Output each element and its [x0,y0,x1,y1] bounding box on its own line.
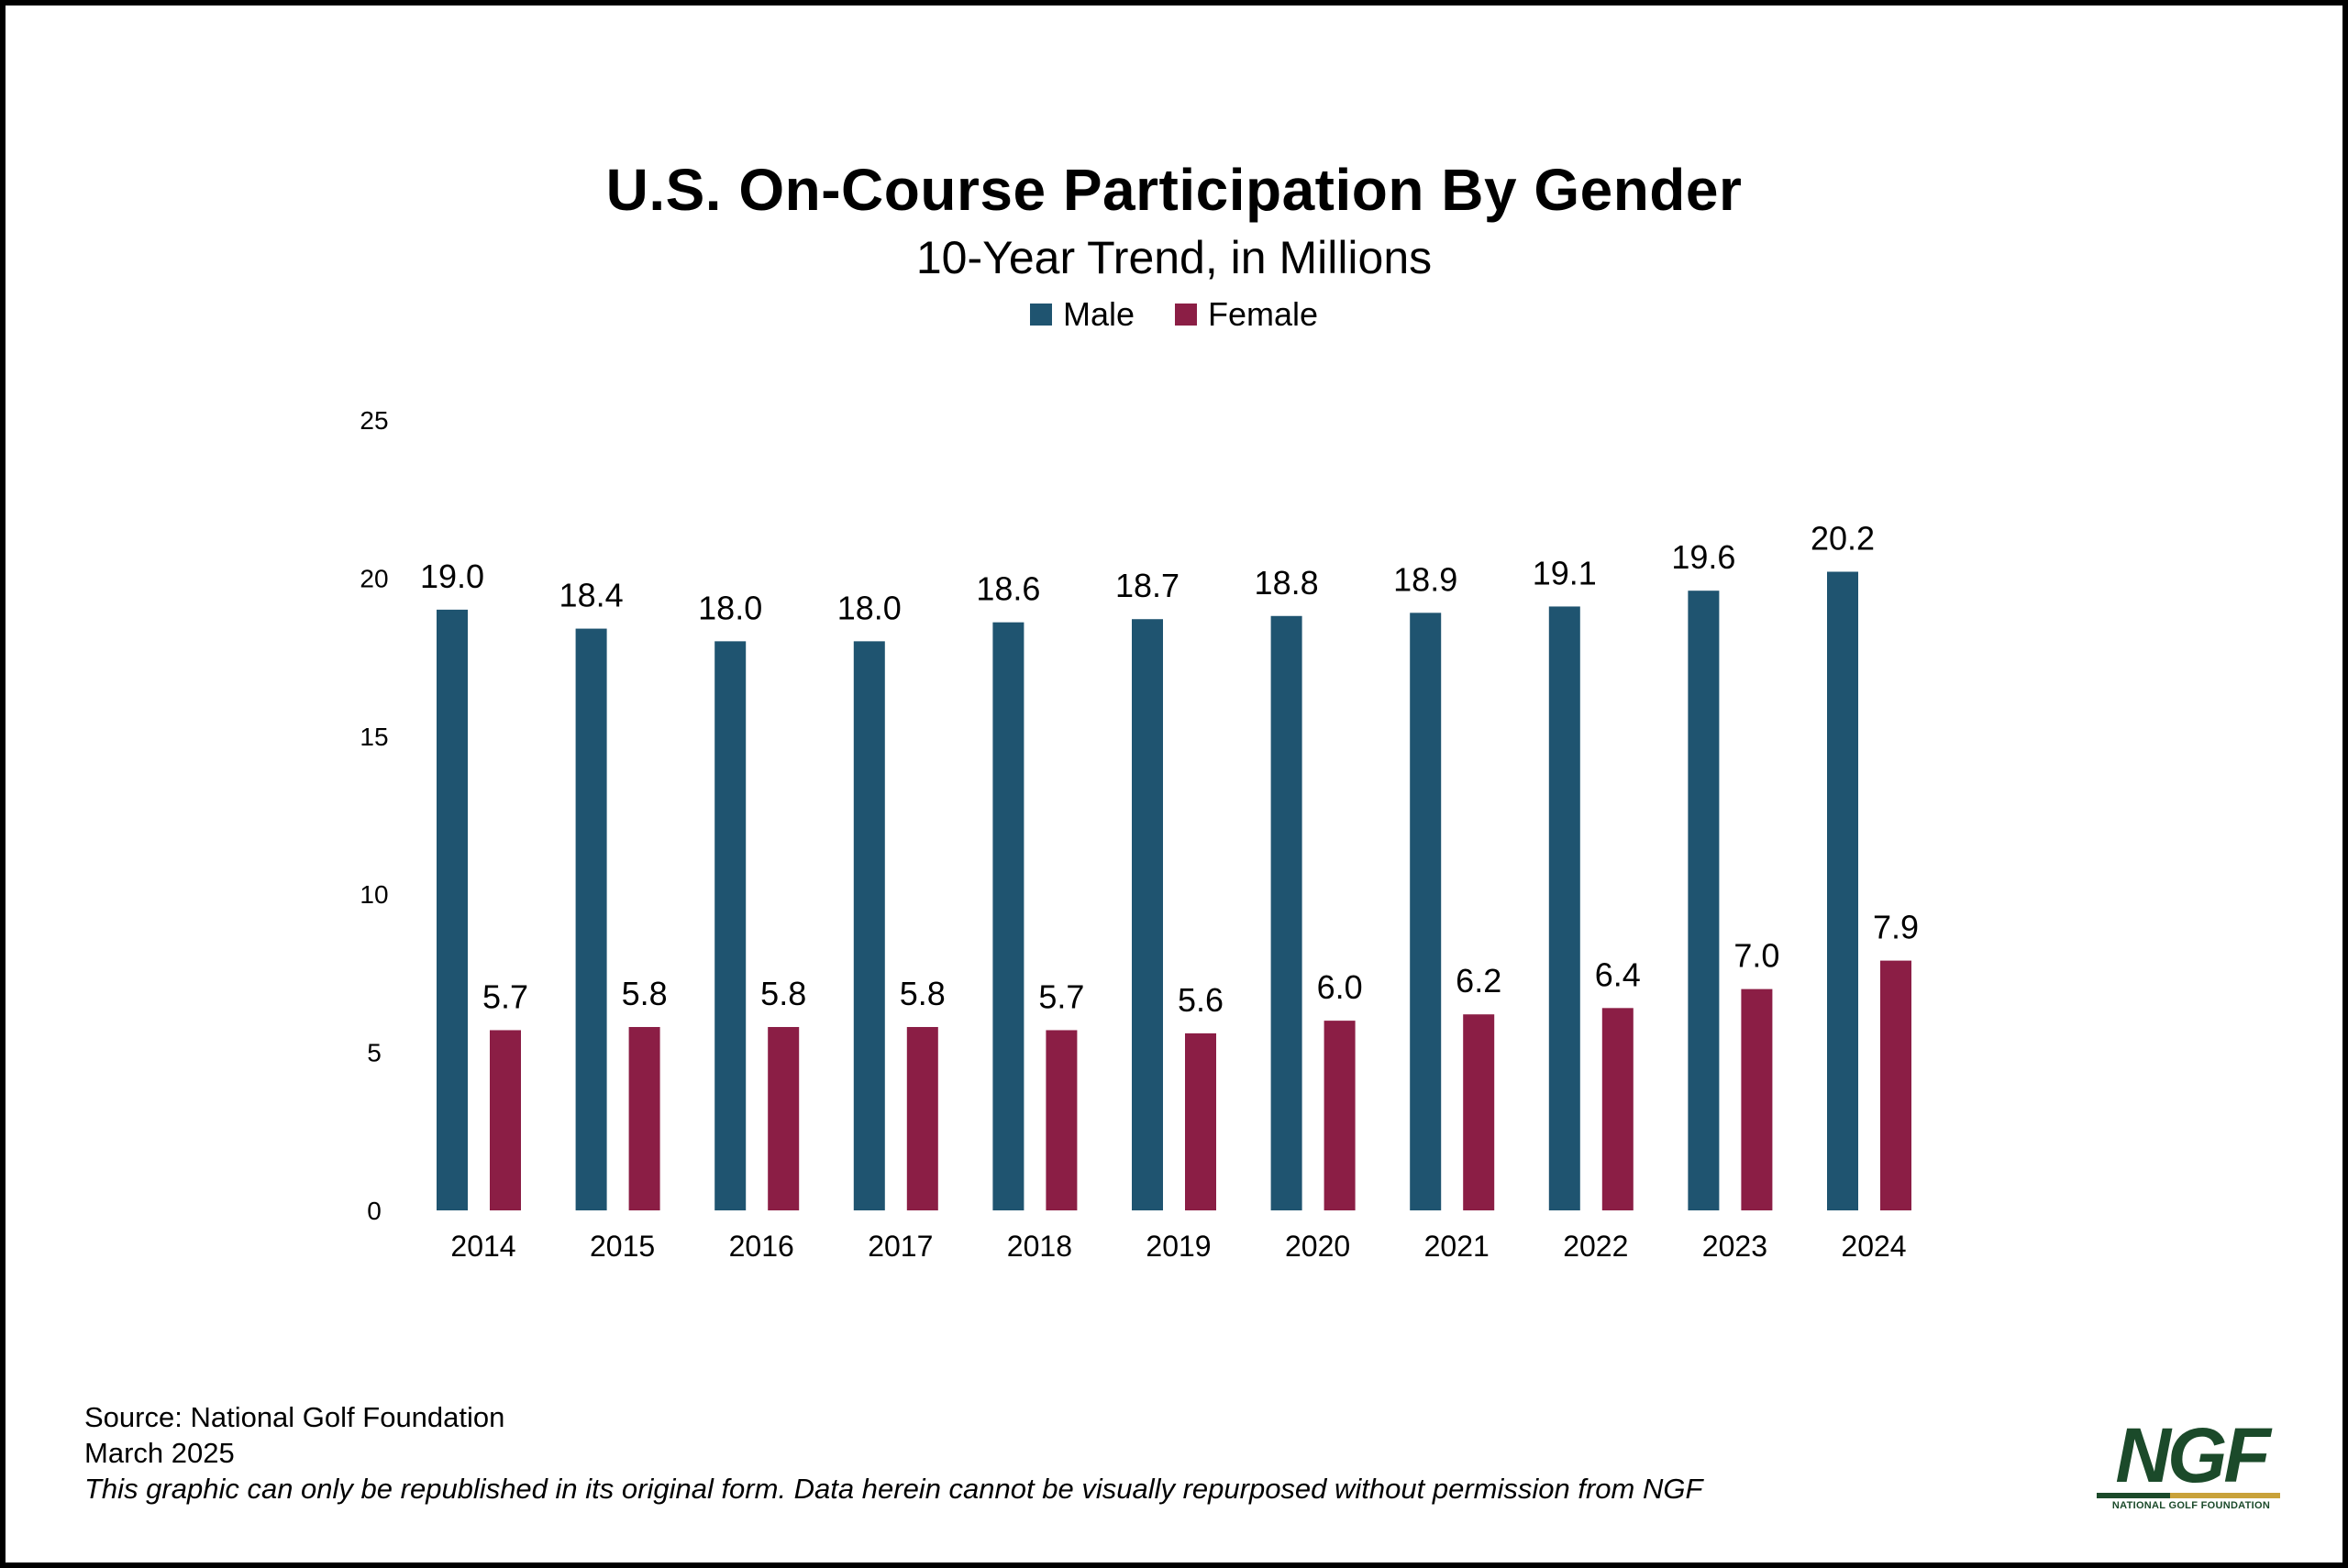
bar-male [1827,571,1858,1210]
x-tick-label: 2023 [1702,1230,1767,1263]
legend-swatch-female [1174,304,1197,326]
data-label-female: 7.9 [1873,909,1919,946]
data-label-male: 18.8 [1255,564,1319,602]
chart-subtitle: 10-Year Trend, in Millions [915,232,1433,283]
bar-male [1132,619,1163,1210]
bar-male [714,641,747,1210]
ngf-logo-subtitle: NATIONAL GOLF FOUNDATION [2111,1500,2271,1511]
bar-male [575,628,607,1210]
x-tick-label: 2014 [450,1230,515,1263]
x-tick-label: 2020 [1285,1230,1350,1263]
bar-female [1880,960,1911,1210]
data-label-female: 5.7 [482,977,528,1015]
data-label-female: 6.2 [1456,962,1501,999]
bar-female [490,1030,521,1210]
x-tick-label: 2021 [1424,1230,1490,1263]
ngf-logo-mark: NGF [2115,1412,2270,1498]
legend-label-female: Female [1207,295,1319,333]
data-label-male: 19.0 [420,558,484,595]
data-label-male: 18.9 [1393,560,1457,598]
bar-female [1463,1014,1495,1210]
bar-male [992,622,1024,1210]
bar-female [1046,1030,1078,1210]
y-tick-label: 10 [360,880,388,909]
y-tick-label: 15 [360,723,388,751]
bar-male [853,641,885,1210]
data-label-female: 5.8 [622,975,668,1012]
data-label-male: 18.0 [837,589,902,626]
y-tick-label: 25 [360,406,388,435]
date-text: March 2025 [84,1437,235,1469]
bar-male [1270,615,1302,1210]
bar-female [906,1027,938,1210]
data-label-male: 18.0 [698,589,762,626]
y-tick-label: 20 [360,564,388,592]
bar-male [1548,606,1580,1210]
x-tick-label: 2015 [590,1230,655,1263]
legend-label-male: Male [1062,295,1135,333]
y-tick-label: 5 [367,1039,382,1067]
notice-text: This graphic can only be republished in … [84,1473,1703,1505]
bar-male [1688,591,1720,1210]
bar-male [1410,613,1442,1210]
x-tick-label: 2018 [1007,1230,1072,1263]
ngf-logo-rule [2097,1493,2280,1498]
x-tick-label: 2024 [1841,1230,1906,1263]
chart-title: U.S. On-Course Participation By Gender [605,157,1743,223]
bar-female [628,1027,660,1210]
data-label-female: 7.0 [1733,937,1779,975]
x-tick-label: 2019 [1146,1230,1211,1263]
data-label-male: 18.7 [1115,567,1180,604]
ngf-logo: NGF NATIONAL GOLF FOUNDATION [2095,1412,2287,1511]
data-label-female: 6.4 [1595,955,1641,993]
data-label-female: 6.0 [1317,968,1363,1006]
x-tick-label: 2017 [868,1230,933,1263]
data-label-male: 20.2 [1811,520,1875,558]
bar-female [1185,1032,1216,1210]
bar-female [1324,1021,1356,1210]
legend: Male Female [0,295,2348,334]
data-label-male: 19.6 [1671,538,1735,576]
bar-female [768,1027,800,1210]
data-label-male: 19.1 [1533,554,1597,591]
data-label-female: 5.8 [900,975,946,1012]
bar-female [1601,1008,1634,1210]
data-label-male: 18.6 [976,570,1040,608]
data-label-female: 5.6 [1178,981,1224,1019]
source-text: Source: National Golf Foundation [84,1401,505,1433]
legend-item-male: Male [1029,295,1135,334]
data-label-female: 5.7 [1038,977,1084,1015]
bar-female [1741,988,1773,1210]
data-label-female: 5.8 [760,975,806,1012]
legend-swatch-male [1029,304,1052,326]
legend-item-female: Female [1174,295,1319,334]
x-tick-label: 2016 [729,1230,794,1263]
x-tick-label: 2022 [1563,1230,1628,1263]
y-tick-label: 0 [367,1197,382,1225]
data-label-male: 18.4 [559,577,624,614]
bar-male [437,609,468,1210]
